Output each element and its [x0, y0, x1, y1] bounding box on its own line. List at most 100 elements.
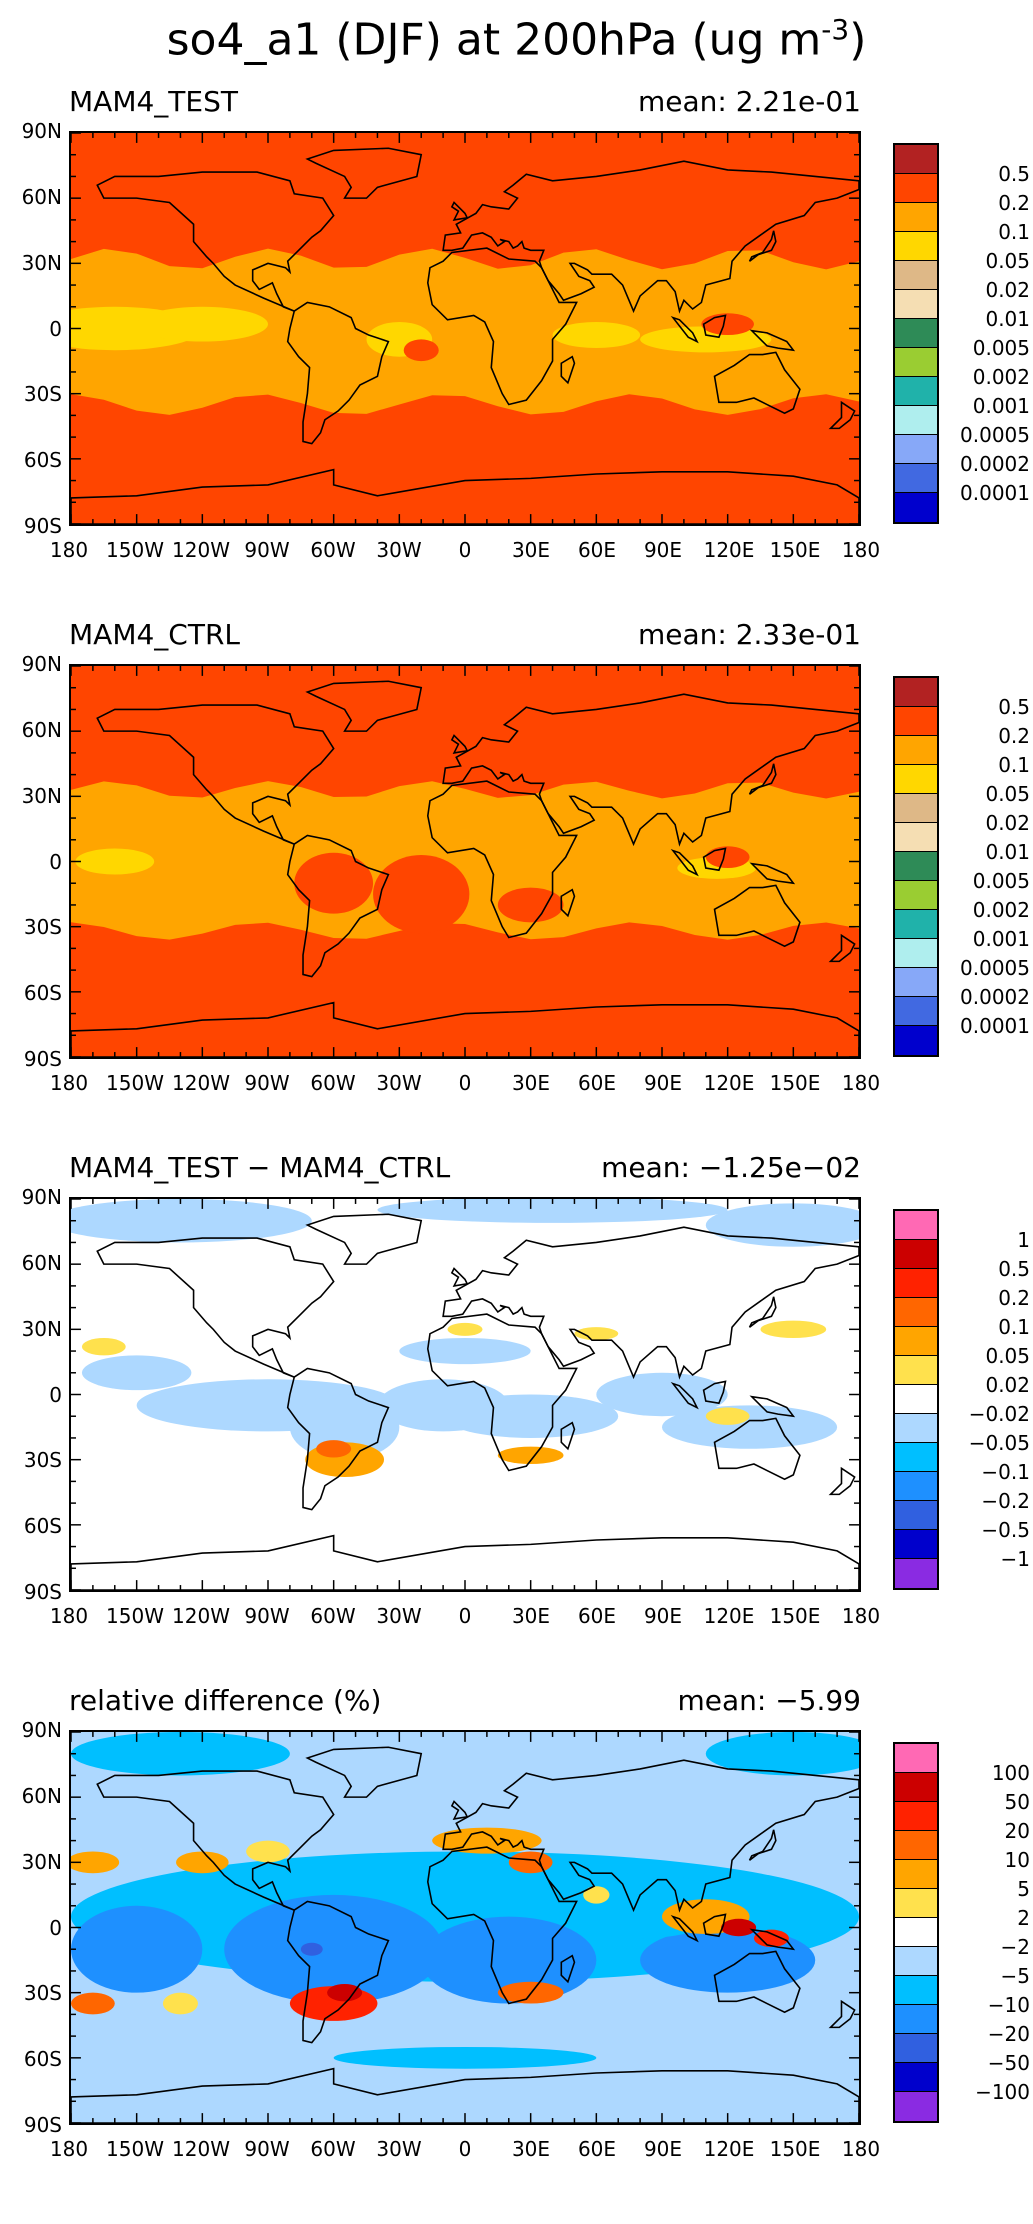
colorbar-swatch [895, 1269, 937, 1298]
colorbar-swatch [895, 1356, 937, 1385]
x-tick-label: 60E [577, 538, 617, 562]
x-tick-label: 150W [106, 538, 164, 562]
coastline-antarctica [71, 1001, 859, 1057]
coastline-africa [426, 1846, 578, 2005]
colorbar-swatch [895, 1501, 937, 1530]
colorbar-label: 0.02 [985, 278, 1030, 302]
y-tick-label: 0 [49, 1915, 62, 1940]
colorbar-swatch [895, 968, 937, 997]
x-tick-label: 180 [841, 1604, 881, 1628]
colorbar [893, 143, 939, 524]
x-tick-label: 150E [769, 1604, 821, 1628]
x-tick-label: 120E [703, 1071, 755, 1095]
x-tick-label: 180 [49, 2137, 89, 2161]
colorbar-label: 0.002 [972, 898, 1030, 922]
coastline-sumatra [670, 1915, 699, 1943]
coastline-new-guinea [749, 1928, 796, 1951]
colorbar-label: 0.005 [972, 336, 1030, 360]
colorbar-label: −1 [1000, 1547, 1030, 1571]
coastline-new-zealand [828, 933, 856, 963]
y-tick-label: 60S [23, 2047, 62, 2072]
colorbar-swatch [895, 1744, 937, 1773]
map-plot-area [69, 1197, 861, 1592]
coastline-greenland [305, 147, 423, 199]
x-tick-label: 60E [577, 2137, 617, 2161]
coastline-sumatra [670, 1382, 699, 1410]
colorbar-swatch [895, 1802, 937, 1831]
coastline-madagascar [560, 1954, 576, 1984]
colorbar-swatch [895, 1559, 937, 1588]
coastline-australia [713, 1950, 801, 2014]
panel-mean: mean: 2.21e-01 [637, 85, 861, 118]
y-tick-label: 90N [21, 1185, 62, 1209]
colorbar-label: −2 [1000, 1935, 1030, 1959]
coastline-greenland [305, 1746, 423, 1798]
y-tick-label: 90N [21, 1718, 62, 1742]
colorbar-label: −100 [975, 2080, 1030, 2104]
colorbar-swatch [895, 435, 937, 464]
panel-title: relative difference (%) [69, 1684, 382, 1717]
coastline-madagascar [560, 355, 576, 385]
coastline-new-guinea [749, 329, 796, 352]
coastline-eurasia [442, 693, 859, 847]
colorbar-label: 0.05 [985, 1344, 1030, 1368]
colorbar-swatch [895, 348, 937, 377]
map-panel-1: MAM4_TEST mean: 2.21e-01 90N 60N 30N 0 30S 60S 9… [0, 85, 1033, 625]
x-tick-label: 90E [643, 2137, 683, 2161]
x-tick-label: 150W [106, 1071, 164, 1095]
colorbar-swatch [895, 1385, 937, 1414]
colorbar-swatch [895, 823, 937, 852]
colorbar-swatch [895, 377, 937, 406]
colorbar-label: 0.05 [985, 782, 1030, 806]
colorbar-label: −50 [987, 2051, 1030, 2075]
colorbar-label: 20 [1004, 1819, 1030, 1843]
x-tick-label: 90W [244, 1071, 290, 1095]
x-tick-label: 180 [841, 1071, 881, 1095]
coastline-sumatra [670, 316, 699, 344]
colorbar-swatch [895, 232, 937, 261]
coastline-uk [450, 734, 469, 754]
y-tick-label: 90N [21, 652, 62, 676]
colorbar-swatch [895, 2034, 937, 2063]
y-tick-label: 30N [21, 783, 62, 808]
colorbar-swatch [895, 678, 937, 707]
coastline-africa [426, 780, 578, 939]
colorbar-swatch [895, 145, 937, 174]
colorbar-swatch [895, 493, 937, 522]
colorbar-label: −0.1 [981, 1460, 1030, 1484]
coastline-south-america [286, 1367, 390, 1511]
x-tick-label: 150E [769, 1071, 821, 1095]
x-tick-label: 30E [511, 2137, 551, 2161]
colorbar-swatch [895, 765, 937, 794]
coastline-borneo [702, 847, 727, 872]
colorbar-label: 0.01 [985, 840, 1030, 864]
map-panel-2: MAM4_CTRL mean: 2.33e-01 90N 60N 30N 0 30S 60S 9… [0, 618, 1033, 1158]
coastline-south-america [286, 1900, 390, 2044]
colorbar-swatch [895, 910, 937, 939]
y-tick-label: 90S [23, 1047, 62, 1071]
coastline-antarctica [71, 1534, 859, 1590]
contour-map [71, 1199, 859, 1590]
coastline-africa [426, 247, 578, 406]
colorbar-swatch [895, 1327, 937, 1356]
y-tick-label: 30S [23, 915, 62, 940]
colorbar-swatch [895, 1918, 937, 1947]
coastline-north-america [96, 171, 335, 312]
contour-map [71, 133, 859, 524]
map-plot-area [69, 1730, 861, 2125]
coastline-new-zealand [828, 1999, 856, 2029]
colorbar-label: 2 [1017, 1906, 1030, 1930]
panel-title: MAM4_TEST − MAM4_CTRL [69, 1151, 451, 1184]
colorbar-label: 0.2 [998, 1286, 1030, 1310]
y-tick-label: 30N [21, 1316, 62, 1341]
coastline-japan [748, 230, 777, 262]
y-tick-label: 30S [23, 1448, 62, 1473]
y-tick-label: 60S [23, 448, 62, 473]
coastline-australia [713, 884, 801, 948]
x-tick-label: 60E [577, 1604, 617, 1628]
coastline-madagascar [560, 888, 576, 918]
colorbar-swatch [895, 1298, 937, 1327]
colorbar-label: 0.0001 [960, 481, 1030, 505]
colorbar-swatch [895, 1472, 937, 1501]
x-tick-label: 90E [643, 1604, 683, 1628]
